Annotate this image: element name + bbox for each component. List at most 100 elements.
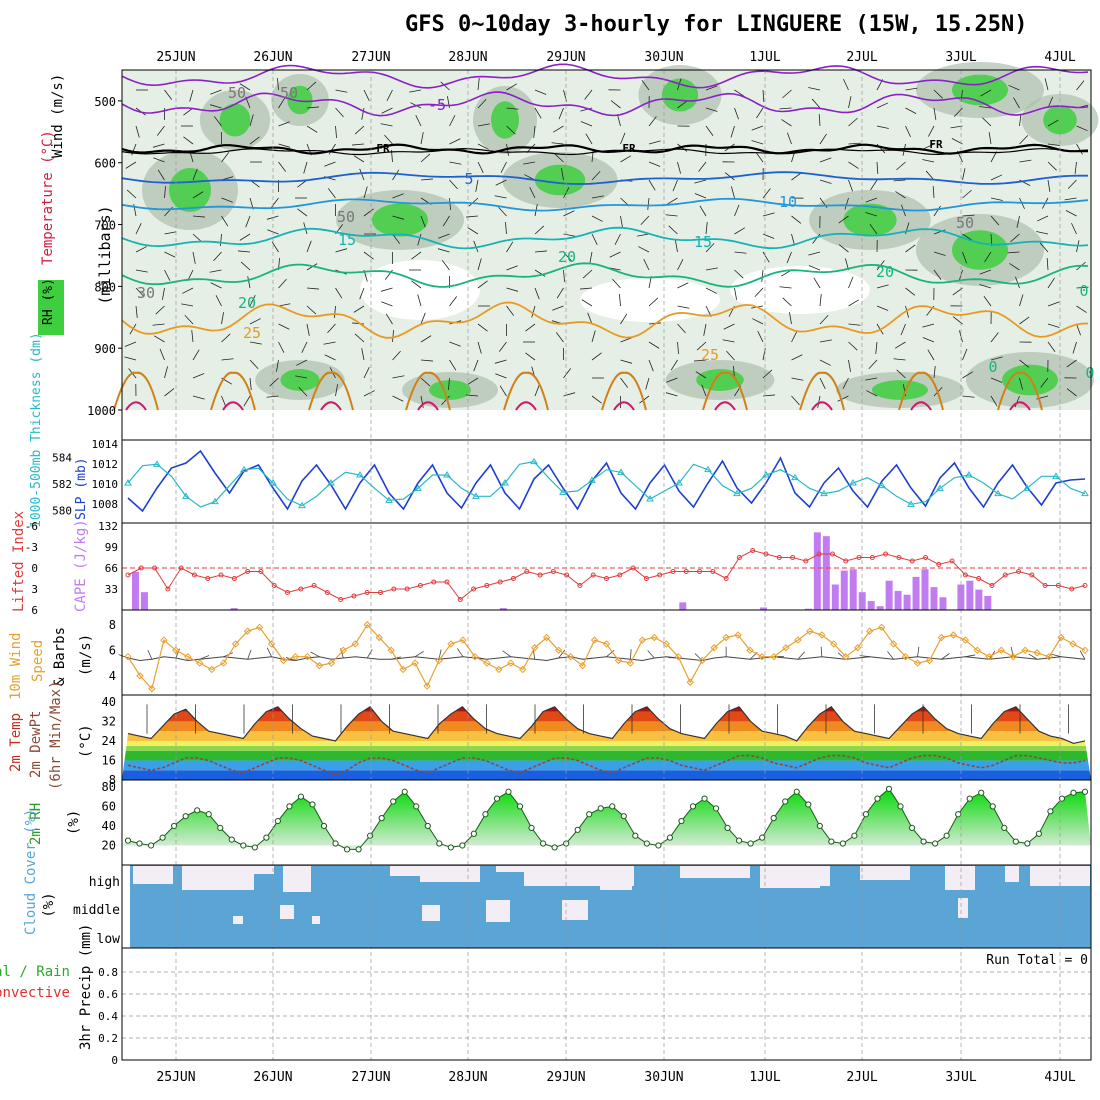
temp-contour-30 [601, 371, 647, 411]
upper-wind-barb [817, 395, 821, 408]
upper-wind-barb [614, 233, 621, 245]
upper-wind-barb [1014, 395, 1020, 408]
upper-wind-barb [449, 341, 461, 347]
upper-wind-barb [323, 341, 336, 345]
cape-bar [894, 590, 902, 610]
wind-speed-point [818, 631, 826, 639]
upper-wind-barb [868, 359, 878, 370]
upper-wind-barb [296, 359, 308, 366]
rh-point [597, 805, 604, 812]
upper-wind-barb [392, 375, 405, 379]
rh-point [320, 822, 328, 830]
upper-wind-barb [153, 157, 165, 163]
upper-wind-barb [648, 341, 660, 349]
upper-wind-barb [240, 261, 251, 271]
upper-wind-barb [363, 186, 368, 199]
thickness-point [820, 489, 828, 497]
upper-wind-barb [866, 390, 878, 397]
upper-wind-barb [580, 121, 593, 127]
upper-wind-barb [359, 168, 365, 181]
thickness-point [878, 481, 886, 489]
upper-wind-barb [276, 359, 279, 372]
wind-speed-point [638, 636, 647, 644]
wind-speed-point [650, 633, 659, 642]
cloud-clear-block [820, 866, 830, 886]
surface-wind-barb [647, 650, 655, 659]
upper-wind-barb [440, 81, 450, 91]
cape-ytick: 132 [98, 520, 118, 533]
wind-speed-point [830, 640, 838, 648]
upper-wind-barb [534, 287, 540, 300]
rh-point [251, 844, 258, 851]
upper-wind-barb [1074, 161, 1077, 174]
upper-wind-barb [563, 269, 565, 282]
li-ytick: 3 [31, 583, 38, 596]
cape-bar [804, 608, 812, 610]
thickness-point [936, 484, 944, 491]
upper-wind-barb [152, 143, 165, 148]
upper-wind-barb [494, 359, 507, 364]
upper-wind-barb [124, 356, 137, 361]
lifted-index-point [152, 565, 158, 571]
upper-wind-barb [506, 83, 517, 91]
upper-wind-barb [819, 157, 832, 163]
upper-wind-barb [135, 287, 145, 298]
rh-point [666, 834, 674, 841]
upper-wind-barb [467, 377, 479, 385]
lifted-index-point [165, 586, 171, 592]
upper-wind-barb [298, 386, 308, 397]
upper-wind-barb [962, 189, 972, 199]
precip-run-total: Run Total = 0 [986, 953, 1088, 968]
wind-speed-point [949, 631, 958, 639]
rh-point [470, 830, 478, 837]
upper-wind-barb [238, 250, 251, 253]
temp-contour-30 [308, 371, 354, 411]
temp-contour-15 [121, 226, 1089, 250]
wind-speed-point [423, 682, 431, 690]
upper-wind-barb [363, 208, 374, 217]
date-label-top: 3JUL [945, 50, 976, 65]
upper-wind-barb [249, 318, 261, 325]
cloud-clear-block [390, 866, 428, 876]
upper-air-ytick: 900 [94, 342, 116, 356]
upper-wind-barb [723, 323, 735, 330]
wind-mean-series [127, 656, 1086, 662]
thickness-series [127, 461, 1086, 508]
upper-wind-barb [984, 251, 992, 263]
contour-label: 25 [701, 346, 719, 364]
slp-ylabel: SLP (mb) [74, 457, 89, 520]
upper-wind-barb [221, 358, 234, 361]
temp-contour-35 [222, 401, 244, 411]
rh-point [632, 832, 639, 839]
upper-wind-barb [449, 197, 451, 210]
upper-wind-barb [306, 240, 312, 253]
wind-speed-point [303, 652, 312, 661]
wind-speed-point [315, 661, 324, 670]
upper-wind-barb [417, 233, 422, 246]
upper-wind-barb [221, 312, 224, 325]
upper-wind-barb [870, 179, 878, 191]
upper-wind-barb [534, 384, 540, 397]
precip-ylabel: 3hr Precip (mm) [78, 924, 94, 1050]
temp-contour-35 [1009, 401, 1031, 411]
rh-point [436, 840, 443, 847]
wind-speed-point [507, 659, 515, 667]
upper-wind-barb [1009, 263, 1020, 271]
contour-label: FR [376, 142, 390, 155]
thickness-point [327, 479, 335, 486]
thickness-ytick: 584 [52, 451, 72, 464]
rh-point [539, 840, 547, 847]
upper-wind-barb [1071, 222, 1077, 235]
upper-wind-barb [181, 303, 194, 307]
wind-speed-point [877, 623, 886, 632]
lifted-index-point [976, 576, 982, 581]
upper-wind-barb [215, 295, 222, 307]
rh-point [759, 834, 766, 841]
temp-ylabel-b: 2m DewPt [28, 711, 44, 778]
upper-wind-barb [306, 81, 317, 91]
upper-wind-barb [876, 161, 879, 174]
upper-wind-barb [990, 197, 1003, 201]
lifted-index-point [378, 590, 384, 595]
upper-wind-barb [506, 305, 515, 316]
date-label-top: 30JUN [644, 50, 683, 65]
